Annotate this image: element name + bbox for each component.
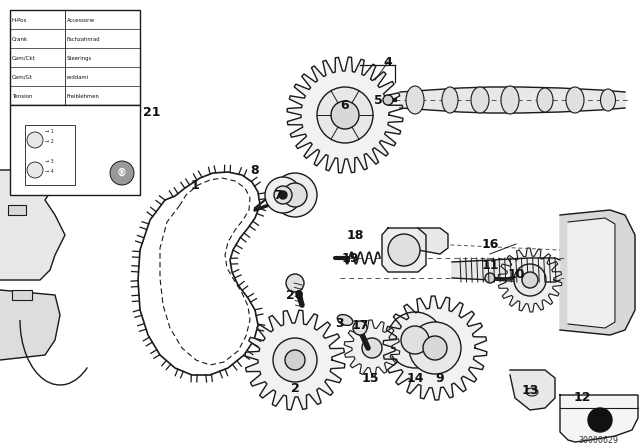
Ellipse shape <box>406 86 424 114</box>
Circle shape <box>387 312 443 368</box>
Text: 11: 11 <box>481 258 499 271</box>
Circle shape <box>286 274 304 292</box>
Polygon shape <box>138 172 260 375</box>
Text: 4: 4 <box>383 56 392 69</box>
Text: 20: 20 <box>286 289 304 302</box>
Text: Crank: Crank <box>12 37 28 42</box>
Polygon shape <box>383 296 487 400</box>
Text: 21: 21 <box>143 105 161 119</box>
Circle shape <box>273 173 317 217</box>
Text: Freiblehmen: Freiblehmen <box>67 94 99 99</box>
Circle shape <box>353 321 367 335</box>
Circle shape <box>274 186 292 204</box>
Bar <box>12 290 32 300</box>
Ellipse shape <box>600 89 616 111</box>
Polygon shape <box>498 248 562 312</box>
Polygon shape <box>452 258 560 282</box>
Circle shape <box>110 161 134 185</box>
Bar <box>10 105 140 195</box>
Circle shape <box>265 177 301 213</box>
Polygon shape <box>510 370 555 410</box>
Text: 1: 1 <box>191 178 200 191</box>
Text: 6: 6 <box>340 99 349 112</box>
Text: 5: 5 <box>374 94 382 107</box>
Circle shape <box>27 162 43 178</box>
Circle shape <box>279 191 287 199</box>
Polygon shape <box>287 57 403 173</box>
Text: → 1: → 1 <box>45 129 54 134</box>
Circle shape <box>283 183 307 207</box>
Bar <box>10 10 140 105</box>
Text: 12: 12 <box>573 391 591 404</box>
Circle shape <box>409 322 461 374</box>
Text: 17: 17 <box>351 319 369 332</box>
Circle shape <box>485 273 495 283</box>
Circle shape <box>331 101 359 129</box>
Ellipse shape <box>471 87 489 113</box>
Polygon shape <box>560 210 635 335</box>
Polygon shape <box>245 310 345 410</box>
Ellipse shape <box>537 88 553 112</box>
Text: 3: 3 <box>336 316 344 329</box>
Text: ®: ® <box>117 168 127 178</box>
Text: 9: 9 <box>436 371 444 384</box>
Text: reddami: reddami <box>67 75 89 80</box>
Text: Accessorie: Accessorie <box>67 18 95 23</box>
Text: 2: 2 <box>291 382 300 395</box>
Ellipse shape <box>442 87 458 113</box>
Circle shape <box>383 95 393 105</box>
Text: 8: 8 <box>251 164 259 177</box>
Ellipse shape <box>337 314 353 325</box>
Ellipse shape <box>566 87 584 113</box>
Circle shape <box>423 336 447 360</box>
Polygon shape <box>0 170 65 280</box>
Text: → 4: → 4 <box>45 169 54 174</box>
Circle shape <box>273 338 317 382</box>
Circle shape <box>362 338 382 358</box>
Polygon shape <box>382 228 426 272</box>
Bar <box>8 205 26 215</box>
Ellipse shape <box>501 86 519 114</box>
Text: Cam/Gt: Cam/Gt <box>12 75 33 80</box>
Text: 13: 13 <box>522 383 539 396</box>
Text: H-Pos: H-Pos <box>12 18 28 23</box>
Bar <box>12 179 34 191</box>
Polygon shape <box>418 228 448 254</box>
Text: 30000629: 30000629 <box>578 436 618 445</box>
Polygon shape <box>568 218 615 328</box>
Text: Cam/Ckt: Cam/Ckt <box>12 56 36 61</box>
Text: 19: 19 <box>341 251 358 264</box>
Circle shape <box>27 132 43 148</box>
Text: → 3: → 3 <box>45 159 54 164</box>
Text: Tension: Tension <box>12 94 33 99</box>
Text: 14: 14 <box>406 371 424 384</box>
Circle shape <box>588 408 612 432</box>
Polygon shape <box>0 290 60 360</box>
Circle shape <box>388 234 420 266</box>
Circle shape <box>285 350 305 370</box>
Text: → 2: → 2 <box>45 139 54 144</box>
Text: 18: 18 <box>346 228 364 241</box>
Text: 10: 10 <box>508 267 525 280</box>
Text: 15: 15 <box>361 371 379 384</box>
Circle shape <box>522 272 538 288</box>
Circle shape <box>401 326 429 354</box>
Polygon shape <box>400 87 625 113</box>
Circle shape <box>317 87 373 143</box>
Text: Fachzahnrad: Fachzahnrad <box>67 37 100 42</box>
Text: Steerings: Steerings <box>67 56 92 61</box>
Ellipse shape <box>526 388 538 396</box>
Text: 7: 7 <box>274 189 282 202</box>
Circle shape <box>514 264 546 296</box>
Polygon shape <box>344 320 400 376</box>
Text: 16: 16 <box>481 237 499 250</box>
Polygon shape <box>560 395 638 442</box>
